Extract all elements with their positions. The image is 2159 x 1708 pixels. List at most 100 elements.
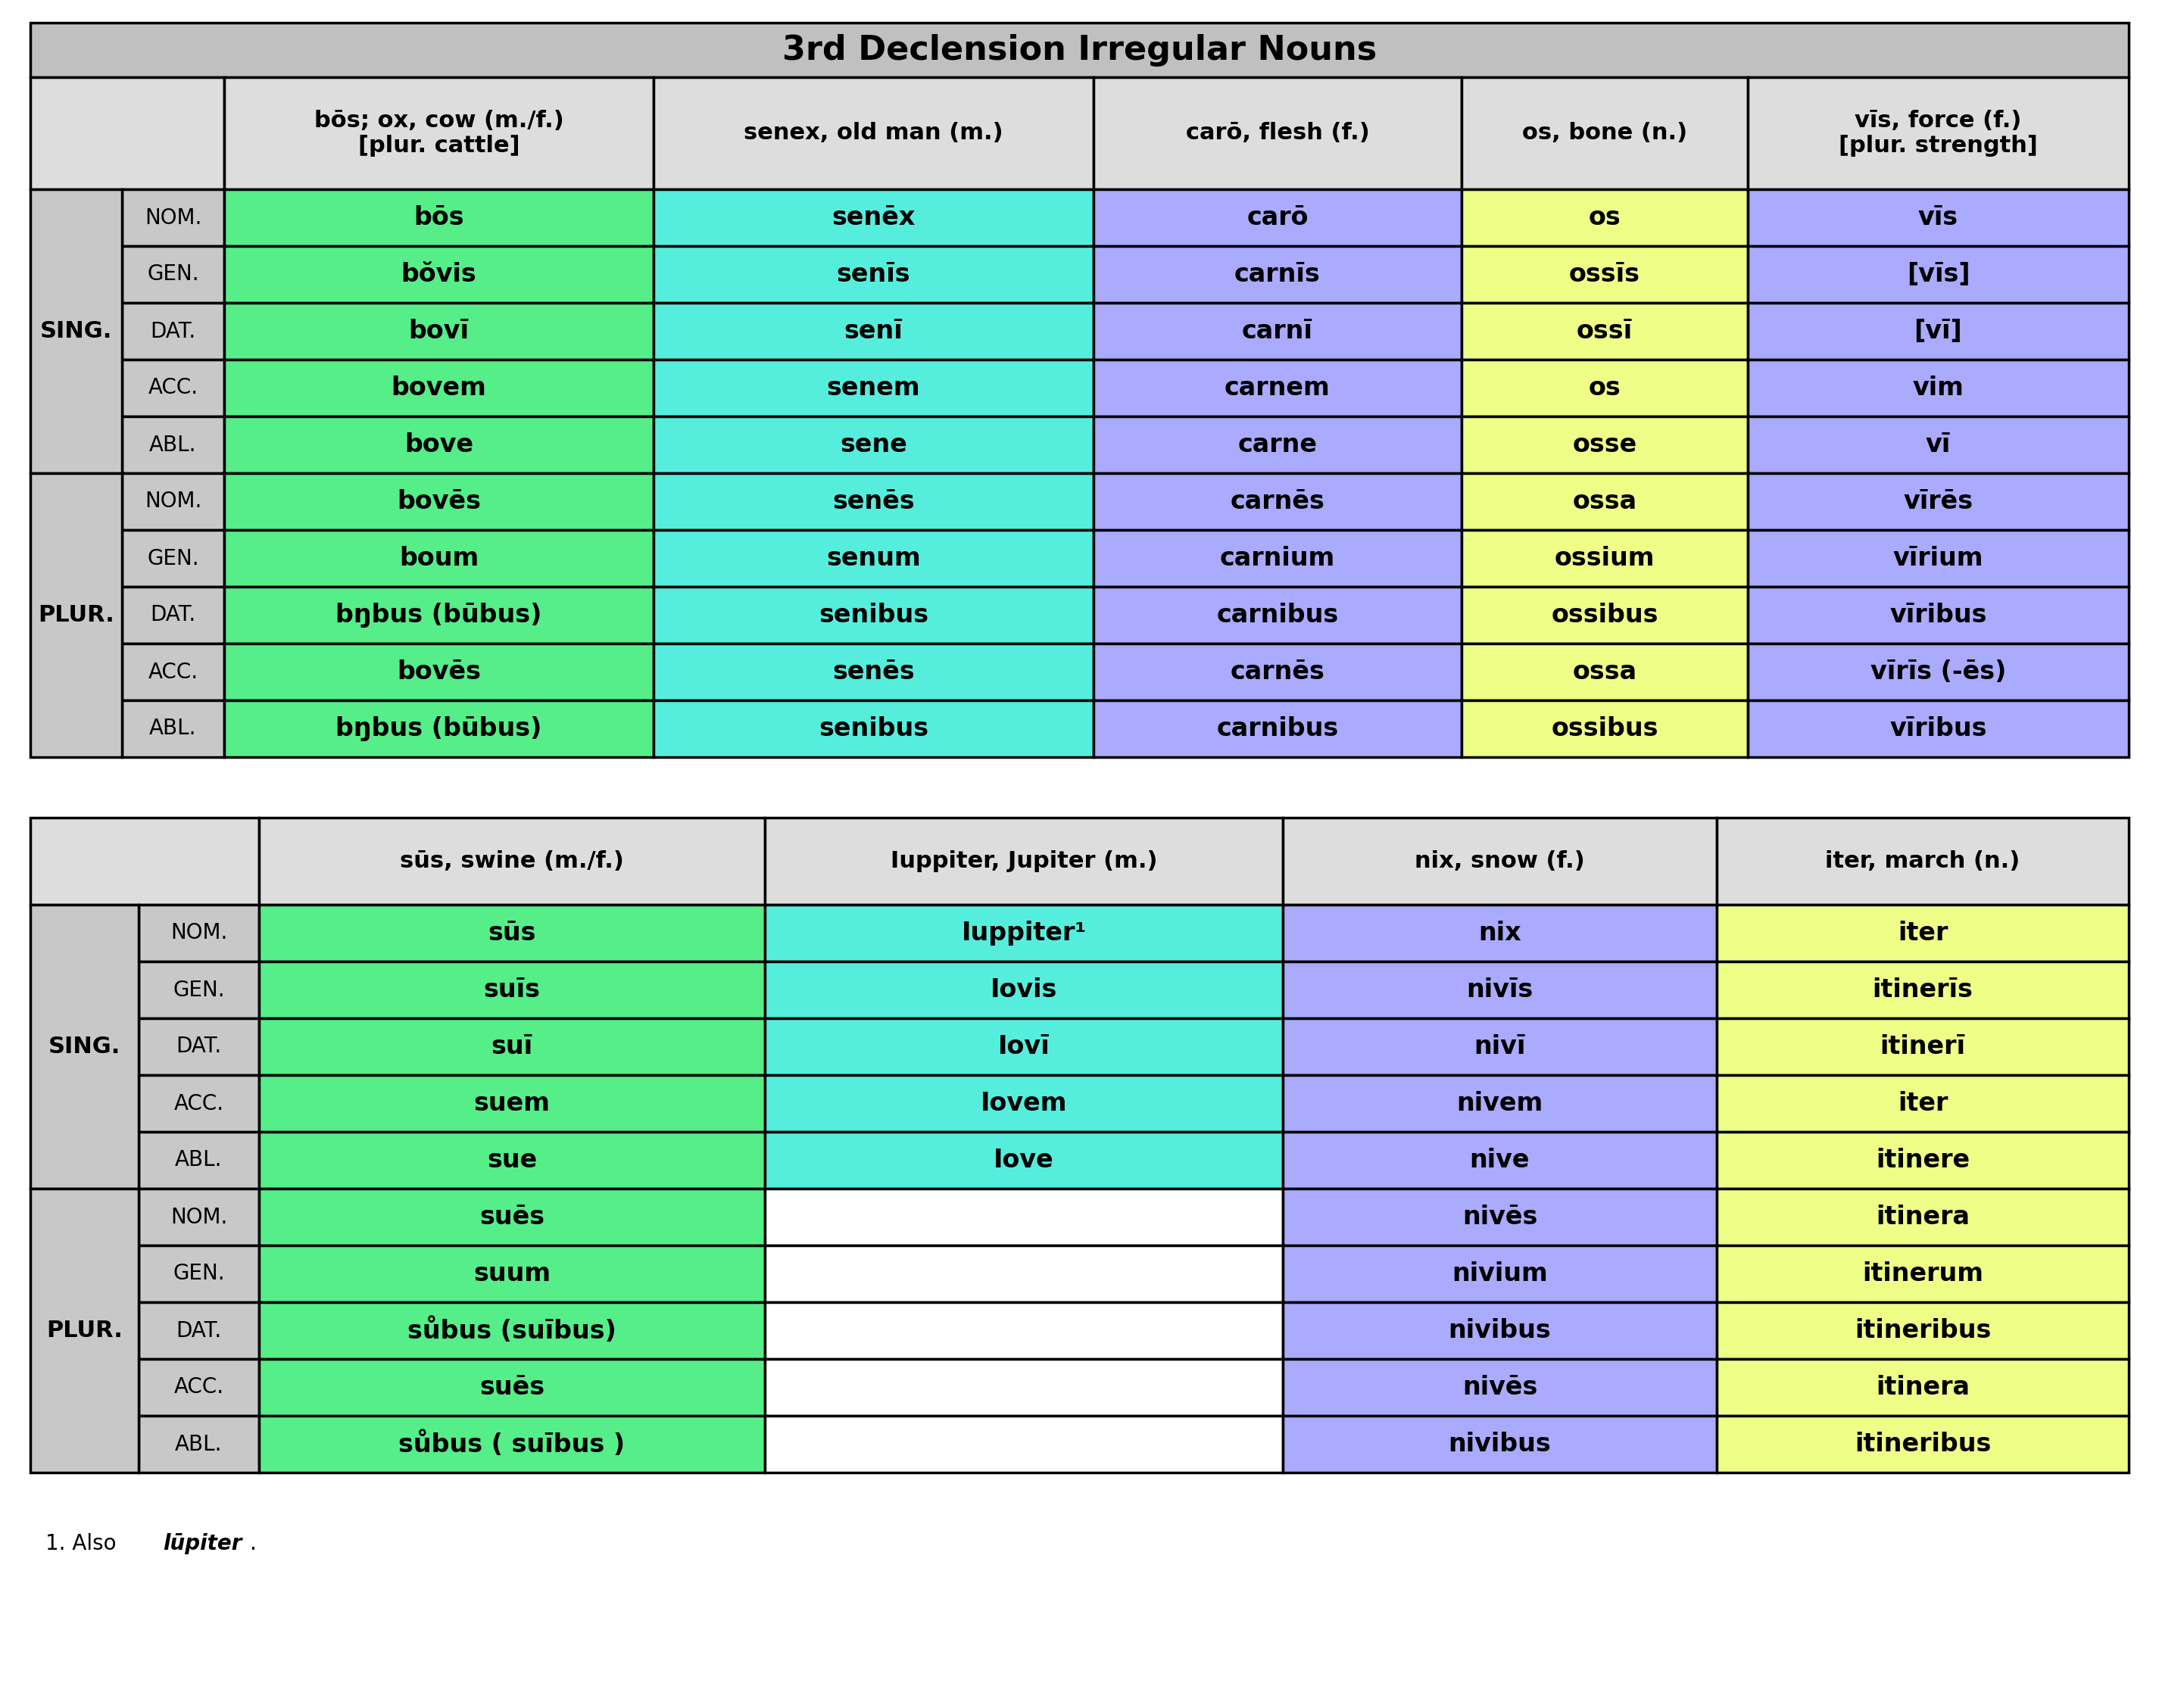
Bar xyxy=(259,905,764,962)
Bar xyxy=(1282,1074,1716,1132)
Text: senum: senum xyxy=(827,547,920,570)
Text: bŋbus (būbus): bŋbus (būbus) xyxy=(335,716,542,741)
Text: carnem: carnem xyxy=(1224,376,1330,400)
Bar xyxy=(1462,360,1749,417)
Bar xyxy=(1462,644,1749,700)
Bar xyxy=(654,190,1092,246)
Text: nive: nive xyxy=(1470,1148,1531,1173)
Text: carnēs: carnēs xyxy=(1231,659,1326,685)
Text: Iuppiter¹: Iuppiter¹ xyxy=(961,921,1086,946)
Bar xyxy=(1282,905,1716,962)
Text: os, bone (n.): os, bone (n.) xyxy=(1522,123,1688,143)
Bar xyxy=(764,818,1282,905)
Text: nivēs: nivēs xyxy=(1462,1375,1537,1401)
Text: bove: bove xyxy=(404,432,473,458)
Bar xyxy=(1749,302,2129,360)
Bar xyxy=(225,77,654,190)
Bar xyxy=(1749,588,2129,644)
Text: vī: vī xyxy=(1926,432,1952,458)
Bar xyxy=(1282,818,1716,905)
Bar xyxy=(225,190,654,246)
Bar xyxy=(121,302,225,360)
Text: osse: osse xyxy=(1572,432,1637,458)
Bar xyxy=(259,1018,764,1074)
Text: nivīs: nivīs xyxy=(1466,977,1533,1003)
Bar xyxy=(30,190,121,473)
Text: carnibus: carnibus xyxy=(1216,716,1339,741)
Text: senem: senem xyxy=(827,376,920,400)
Text: bŋbus (būbus): bŋbus (būbus) xyxy=(335,603,542,627)
Text: PLUR.: PLUR. xyxy=(39,605,114,627)
Bar xyxy=(764,1245,1282,1301)
Bar xyxy=(30,77,225,190)
Bar xyxy=(30,818,259,905)
Bar xyxy=(1716,1245,2129,1301)
Bar xyxy=(138,1018,259,1074)
Text: DAT.: DAT. xyxy=(177,1320,222,1341)
Text: itineribus: itineribus xyxy=(1855,1319,1991,1342)
Text: ABL.: ABL. xyxy=(175,1149,222,1172)
Text: suī: suī xyxy=(490,1033,533,1059)
Text: carnēs: carnēs xyxy=(1231,488,1326,514)
Text: ossium: ossium xyxy=(1554,547,1654,570)
Bar xyxy=(121,644,225,700)
Bar xyxy=(1282,1301,1716,1360)
Bar xyxy=(654,700,1092,757)
Bar xyxy=(764,1132,1282,1189)
Bar xyxy=(121,417,225,473)
Bar xyxy=(1092,417,1462,473)
Bar xyxy=(1749,246,2129,302)
Bar xyxy=(1462,190,1749,246)
Text: vim: vim xyxy=(1913,376,1965,400)
Text: suēs: suēs xyxy=(479,1204,544,1230)
Bar xyxy=(30,473,121,757)
Bar xyxy=(654,588,1092,644)
Text: ACC.: ACC. xyxy=(173,1377,225,1397)
Text: suem: suem xyxy=(473,1091,551,1115)
Bar xyxy=(1716,1301,2129,1360)
Text: .: . xyxy=(250,1534,257,1554)
Text: vīs, force (f.)
[plur. strength]: vīs, force (f.) [plur. strength] xyxy=(1839,109,2038,157)
Bar xyxy=(259,1416,764,1472)
Text: sůbus ( suībus ): sůbus ( suībus ) xyxy=(399,1431,626,1457)
Text: bovēs: bovēs xyxy=(397,659,481,685)
Text: itinera: itinera xyxy=(1876,1204,1969,1230)
Bar xyxy=(1716,1416,2129,1472)
Text: NOM.: NOM. xyxy=(171,1206,227,1228)
Bar xyxy=(225,529,654,588)
Text: ACC.: ACC. xyxy=(149,377,199,398)
Bar xyxy=(1092,700,1462,757)
Text: iter: iter xyxy=(1898,1091,1947,1115)
Text: carnium: carnium xyxy=(1220,547,1334,570)
Bar xyxy=(1092,473,1462,529)
Text: boum: boum xyxy=(399,547,479,570)
Bar xyxy=(654,473,1092,529)
Bar xyxy=(1092,529,1462,588)
Bar xyxy=(225,360,654,417)
Text: vīribus: vīribus xyxy=(1889,603,1986,627)
Bar xyxy=(1462,77,1749,190)
Text: ossibus: ossibus xyxy=(1550,716,1658,741)
Text: bovem: bovem xyxy=(391,376,486,400)
Text: vīrēs: vīrēs xyxy=(1904,488,1973,514)
Text: SING.: SING. xyxy=(47,1035,121,1057)
Bar xyxy=(1282,1360,1716,1416)
Bar xyxy=(1282,1189,1716,1245)
Bar xyxy=(1462,529,1749,588)
Text: DAT.: DAT. xyxy=(151,605,196,625)
Text: GEN.: GEN. xyxy=(173,979,225,1001)
Text: itineribus: itineribus xyxy=(1855,1431,1991,1457)
Bar xyxy=(764,1018,1282,1074)
Text: ossī: ossī xyxy=(1576,319,1632,343)
Bar xyxy=(225,417,654,473)
Bar xyxy=(1092,77,1462,190)
Bar xyxy=(1716,1018,2129,1074)
Bar xyxy=(654,529,1092,588)
Text: nix, snow (f.): nix, snow (f.) xyxy=(1414,851,1585,873)
Bar xyxy=(225,302,654,360)
Text: bovēs: bovēs xyxy=(397,488,481,514)
Text: vīribus: vīribus xyxy=(1889,716,1986,741)
Bar xyxy=(259,1360,764,1416)
Bar xyxy=(1092,644,1462,700)
Bar xyxy=(654,360,1092,417)
